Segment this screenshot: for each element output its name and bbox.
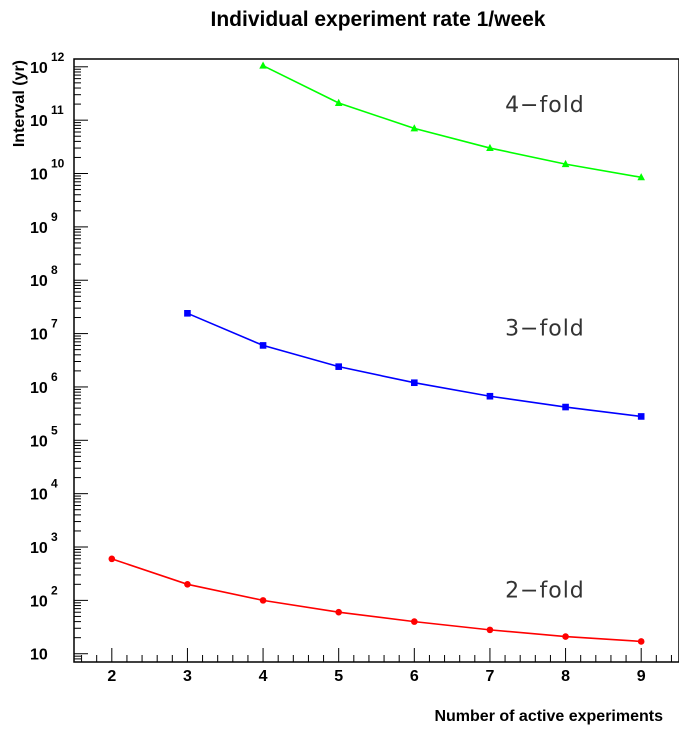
data-point — [486, 626, 494, 634]
y-tick-base: 10 — [30, 433, 48, 450]
data-point — [259, 342, 267, 349]
data-point — [561, 159, 570, 168]
data-point — [486, 143, 494, 152]
y-tick-exponent: 4 — [51, 477, 58, 491]
y-tick-exponent: 12 — [51, 50, 65, 64]
series-1 — [108, 555, 645, 645]
y-tick-exponent: 9 — [51, 210, 58, 224]
y-tick-exponent: 5 — [51, 423, 58, 437]
data-point — [410, 124, 419, 132]
x-tick-label: 2 — [107, 668, 116, 685]
y-tick-base: 10 — [30, 327, 48, 344]
data-point — [335, 363, 342, 370]
data-point — [637, 173, 645, 181]
y-tick-label: 108 — [30, 263, 58, 290]
plot-frame — [73, 58, 679, 663]
y-tick-exponent: 2 — [51, 583, 58, 597]
y-tick-base: 10 — [30, 540, 48, 557]
data-point — [259, 597, 267, 604]
x-axis-label: Number of active experiments — [434, 708, 663, 725]
data-point — [334, 98, 343, 106]
data-point — [637, 413, 645, 420]
data-point — [184, 309, 191, 317]
y-tick-label: 104 — [30, 477, 58, 504]
y-tick-label: 102 — [30, 583, 58, 610]
data-point — [335, 608, 342, 616]
y-tick-exponent: 11 — [51, 103, 64, 117]
y-tick-base: 10 — [30, 380, 48, 397]
data-point — [637, 638, 645, 645]
y-tick-label: 105 — [30, 423, 58, 450]
x-tick-label: 6 — [410, 668, 419, 685]
annotation-label: 3−fold — [505, 317, 585, 342]
x-tick-label: 7 — [485, 668, 494, 685]
x-tick-labels: 2 3 4 5 6 7 8 9 — [107, 668, 645, 685]
y-tick-base: 10 — [30, 593, 48, 610]
y-tick-exponent: 3 — [51, 530, 58, 544]
data-point — [411, 618, 418, 625]
x-tick-label: 4 — [259, 668, 268, 685]
series-3 — [259, 61, 645, 181]
series-line — [262, 64, 642, 179]
annotation-label: 2−fold — [505, 578, 585, 603]
data-point — [108, 555, 116, 563]
x-tick-label: 5 — [334, 668, 343, 685]
y-tick-label: 107 — [30, 317, 58, 344]
x-tick-label: 3 — [183, 668, 192, 685]
data-point — [259, 61, 267, 69]
data-point — [486, 392, 494, 400]
y-tick-base: 10 — [30, 167, 48, 184]
data-point — [562, 403, 569, 411]
x-tick-label: 8 — [561, 668, 570, 685]
y-tick-label: 106 — [30, 370, 58, 397]
y-tick-exponent: 6 — [51, 370, 58, 384]
data-point — [411, 379, 418, 387]
y-tick-base: 10 — [30, 113, 48, 130]
axis-ticks — [74, 66, 672, 663]
annotation-label: 4−fold — [505, 93, 585, 118]
y-tick-label: 10 — [30, 647, 48, 664]
y-tick-base: 10 — [30, 647, 48, 664]
y-tick-exponent: 8 — [51, 263, 58, 277]
x-tick-label: 9 — [637, 668, 646, 685]
y-tick-label: 109 — [30, 210, 58, 237]
y-tick-exponent: 10 — [51, 157, 65, 171]
y-tick-base: 10 — [30, 220, 48, 237]
y-axis-label: Interval (yr) — [11, 60, 28, 147]
data-point — [184, 581, 191, 588]
y-tick-base: 10 — [30, 487, 48, 504]
y-tick-base: 10 — [30, 60, 48, 77]
series-2 — [184, 309, 645, 420]
y-tick-label: 103 — [30, 530, 58, 557]
data-point — [562, 633, 569, 640]
chart-title: Individual experiment rate 1/week — [211, 8, 546, 31]
annotations: 4−fold 3−fold 2−fold — [505, 93, 585, 603]
series-layer — [108, 61, 645, 645]
y-tick-base: 10 — [30, 273, 48, 290]
y-tick-exponent: 7 — [51, 317, 58, 331]
series-line — [111, 558, 642, 643]
